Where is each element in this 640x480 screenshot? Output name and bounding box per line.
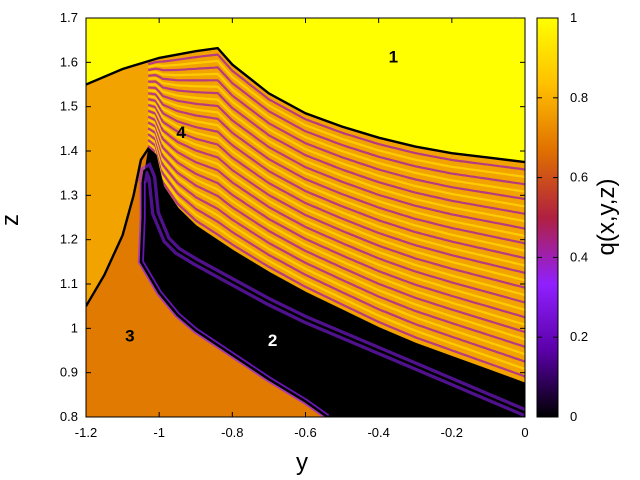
x-tick-label: -0.2 (441, 425, 463, 440)
x-axis-ticks: -1.2 -1 -0.8 -0.6 -0.4 -0.2 0 (75, 18, 529, 440)
y-tick-label: 1.1 (60, 276, 78, 291)
colorbar-tick-label: 0.2 (570, 329, 588, 344)
region-4-stripes (147, 53, 525, 378)
y-tick-label: 1 (71, 320, 78, 335)
x-tick-label: -0.6 (294, 425, 316, 440)
colorbar-label: q(x,y,z) (593, 179, 620, 256)
x-tick-label: -1 (153, 425, 165, 440)
y-tick-label: 0.9 (60, 365, 78, 380)
x-axis-label: y (296, 449, 308, 476)
x-tick-label: -0.8 (221, 425, 243, 440)
y-tick-label: 1.7 (60, 10, 78, 25)
region-label-4: 4 (176, 123, 186, 142)
colorbar (536, 17, 559, 418)
colorbar-ticks: 0 0.2 0.4 0.6 0.8 1 (537, 10, 588, 424)
y-tick-label: 1.6 (60, 54, 78, 69)
y-tick-label: 0.8 (60, 409, 78, 424)
y-tick-label: 1.2 (60, 232, 78, 247)
boundary-curve-1 (86, 46, 525, 164)
x-tick-label: -0.4 (367, 425, 389, 440)
boundary-curve-4 (139, 182, 329, 417)
y-tick-label: 1.4 (60, 143, 78, 158)
region-1-fill (86, 18, 525, 163)
colorbar-tick-label: 0.6 (570, 170, 588, 185)
x-tick-label: -1.2 (75, 425, 97, 440)
colorbar-tick-label: 0 (570, 409, 577, 424)
y-tick-label: 1.5 (60, 99, 78, 114)
region-label-2: 2 (268, 331, 277, 350)
colorbar-tick-label: 1 (570, 10, 577, 25)
y-axis-label: z (0, 214, 24, 226)
y-tick-label: 1.3 (60, 187, 78, 202)
x-tick-label: 0 (521, 425, 528, 440)
colorbar-tick-label: 0.8 (570, 90, 588, 105)
colorbar-tick-label: 0.4 (570, 249, 588, 264)
region-label-1: 1 (389, 47, 398, 66)
boundary-curve-2 (86, 146, 525, 385)
region-label-3: 3 (125, 327, 134, 346)
y-axis-ticks: 0.8 0.9 1 1.1 1.2 1.3 1.4 1.5 1.6 1.7 (60, 10, 525, 424)
boundary-curve-3 (141, 166, 525, 414)
